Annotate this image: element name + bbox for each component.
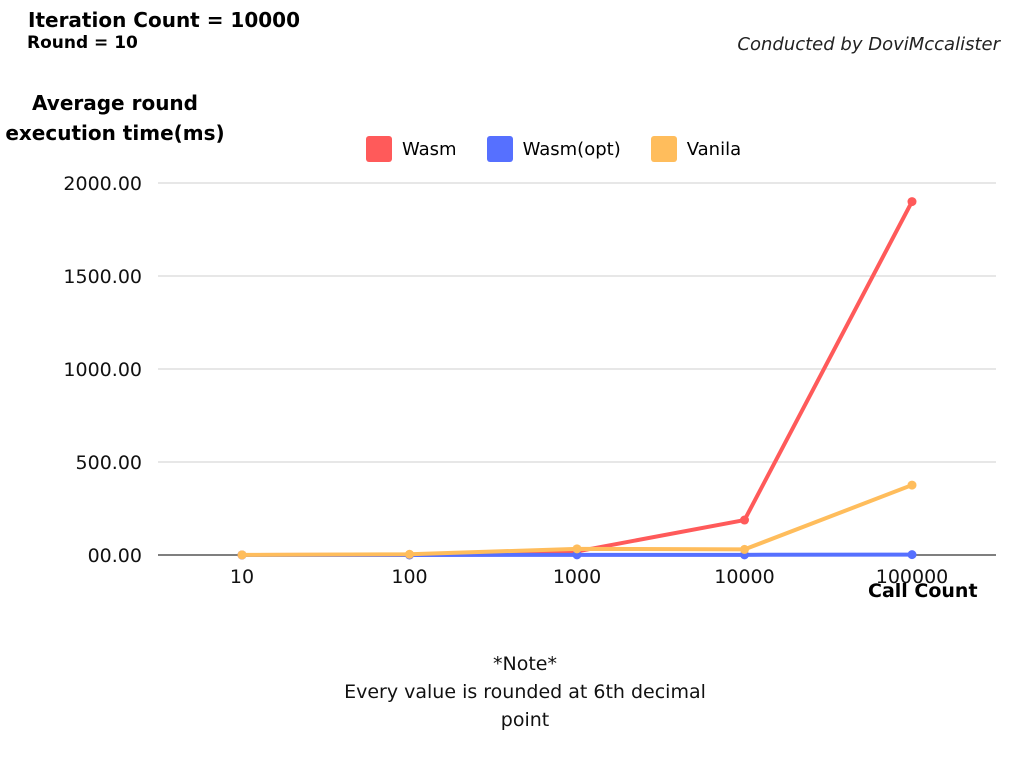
data-point [907, 197, 917, 207]
iteration-count-label: Iteration Count = 10000 [28, 8, 301, 32]
legend-item-vanila: Vanila [650, 136, 742, 162]
data-point [907, 480, 917, 490]
x-tick-label: 10 [230, 566, 254, 588]
data-point [572, 544, 582, 554]
series-line [240, 199, 914, 557]
legend-item-wasm-opt: Wasm(opt) [486, 136, 621, 162]
y-tick-label: 00.00 [88, 545, 142, 567]
series-lines [237, 197, 917, 560]
chart-legend: Wasm Wasm(opt) Vanila [366, 136, 771, 162]
conducted-by-label: Conducted by DoviMccalister [737, 34, 1000, 55]
header-info: Iteration Count = 10000 Round = 10 [27, 8, 301, 54]
legend-swatch-wasm-opt [486, 136, 513, 162]
x-tick-label: 1000 [553, 566, 601, 588]
y-tick-label: 500.00 [76, 452, 142, 474]
legend-swatch-vanila [650, 136, 677, 162]
data-point [740, 515, 749, 525]
data-point [237, 550, 247, 560]
data-point [405, 549, 414, 559]
x-tick-label: 100000 [876, 566, 949, 588]
legend-label-wasm: Wasm [402, 138, 457, 160]
legend-label-vanila: Vanila [686, 138, 742, 160]
note-text: Every value is rounded at 6th decimal po… [344, 681, 706, 731]
y-axis-title: Average round execution time(ms) [5, 91, 225, 145]
data-point [740, 544, 749, 554]
x-tick-label: 10000 [714, 566, 774, 588]
legend-item-wasm: Wasm [366, 136, 457, 162]
series-vanila [237, 480, 917, 560]
y-tick-labels: 00.00 500.00 1000.00 1500.00 2000.00 [63, 173, 142, 567]
data-point [907, 550, 917, 560]
x-axis-title: Call Count [868, 580, 978, 602]
y-tick-label: 1500.00 [63, 266, 142, 288]
note-title: *Note* [493, 653, 557, 675]
note-block: *Note* Every value is rounded at 6th dec… [320, 650, 730, 734]
legend-swatch-wasm [366, 136, 392, 162]
x-tick-label: 100 [391, 566, 427, 588]
round-label: Round = 10 [27, 33, 138, 53]
series-wasm [237, 197, 917, 560]
x-tick-labels: 10 100 1000 10000 100000 [230, 566, 948, 588]
legend-label-wasm-opt: Wasm(opt) [522, 138, 621, 160]
y-tick-label: 2000.00 [63, 173, 142, 195]
y-tick-label: 1000.00 [63, 359, 142, 381]
